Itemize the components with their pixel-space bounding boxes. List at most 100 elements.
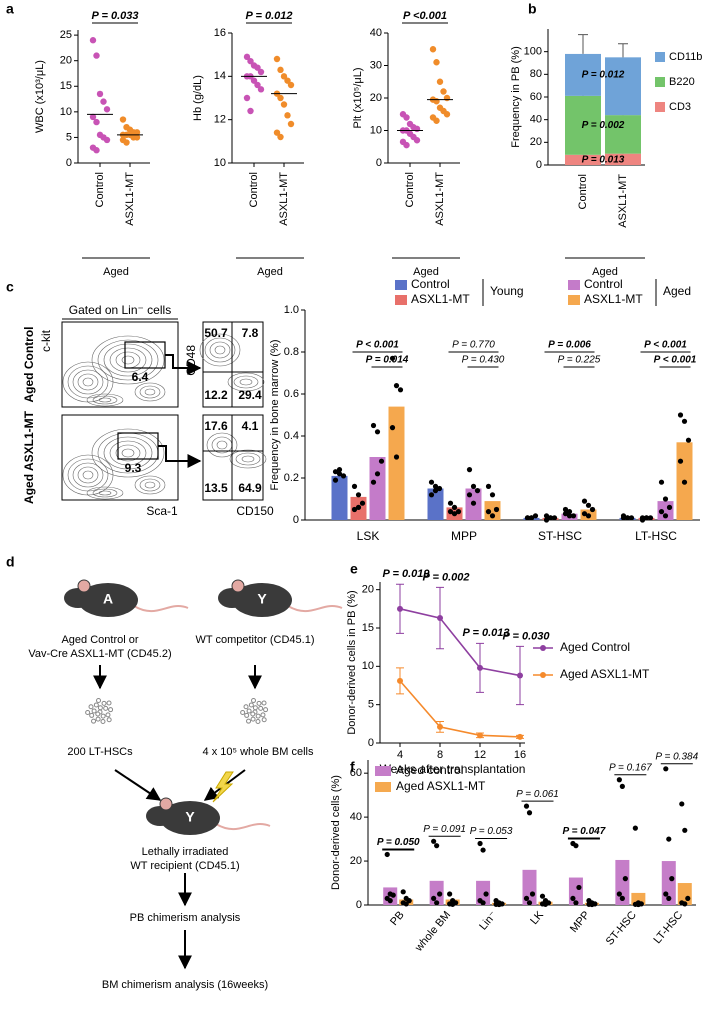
data-point (437, 723, 443, 730)
contour (139, 385, 161, 399)
y-tick-label: 100 (524, 46, 542, 58)
cell (100, 713, 106, 719)
data-point (566, 513, 573, 519)
mouse-tail (215, 823, 271, 830)
data-point (277, 133, 284, 141)
data-point (455, 509, 462, 515)
data-point (273, 129, 281, 136)
error-bar (618, 43, 628, 58)
cell (260, 712, 266, 718)
bar-segment (605, 153, 641, 165)
contour (134, 475, 166, 495)
data-point (429, 46, 437, 53)
data-point (585, 513, 592, 519)
data-point (658, 509, 665, 515)
legend-label: CD3 (669, 101, 691, 113)
p-value: P = 0.430 (462, 355, 505, 366)
row-label: Aged Control (22, 327, 36, 403)
x-tick-label: ASXL1-MT (278, 172, 290, 226)
data-point (477, 732, 483, 739)
mouse-head (218, 588, 246, 608)
p-value: P = 0.033 (92, 10, 139, 22)
data-point (400, 889, 406, 895)
y-tick-label: 5 (66, 131, 72, 143)
error-bar (578, 34, 588, 54)
data-point (632, 825, 638, 831)
data-point (413, 137, 421, 144)
legend-swatch (395, 280, 407, 290)
p-value: P = 0.091 (423, 824, 466, 835)
p-value: P = 0.047 (563, 826, 606, 837)
y-axis-label: Plt (x10⁵/μL) (352, 67, 364, 128)
data-point (254, 81, 261, 89)
data-point (436, 485, 443, 492)
data-point (257, 86, 265, 93)
data-point (93, 118, 100, 126)
data-point (532, 513, 539, 519)
mouse-body (78, 583, 138, 617)
contour (214, 345, 226, 355)
legend-group: Aged (663, 284, 691, 298)
mouse-label: Y (185, 809, 195, 825)
p-value: P = 0.014 (366, 355, 409, 366)
data-point (340, 473, 347, 479)
x-tick-label: MPP (451, 529, 477, 543)
bar (484, 501, 501, 520)
data-point (432, 483, 439, 489)
data-point (662, 513, 669, 519)
data-point (433, 98, 440, 105)
diagram-text: Lethally irradiated (142, 846, 229, 858)
legend-swatch (568, 280, 580, 290)
data-point (666, 504, 673, 510)
legend-swatch (375, 782, 391, 792)
data-point (93, 147, 100, 154)
legend-swatch (655, 77, 665, 87)
x-tick-label: PB (388, 909, 407, 928)
quadrant-value: 13.5 (204, 481, 228, 495)
data-point (551, 515, 558, 521)
p-value: P = 0.019 (383, 568, 431, 580)
x-tick-label: LSK (357, 529, 380, 543)
legend-label: Aged ASXL1-MT (560, 667, 650, 681)
bar (369, 457, 386, 520)
legend-label: Aged Control (560, 640, 630, 654)
row-label: Aged ASXL1-MT (22, 410, 36, 504)
group-label: Aged (413, 266, 439, 278)
data-point (96, 90, 104, 98)
x-tick-label: ASXL1-MT (434, 172, 446, 226)
cell (255, 718, 261, 724)
data-point (658, 479, 665, 485)
data-point (243, 94, 251, 102)
data-point (443, 111, 451, 118)
cell (97, 705, 103, 711)
y-tick-label: 60 (530, 91, 542, 103)
y-tick-label: 0 (368, 737, 374, 749)
cell (256, 700, 262, 706)
data-point (542, 901, 549, 907)
y-tick-label: 60 (350, 767, 362, 779)
data-point (616, 777, 622, 783)
y-tick-label: 15 (60, 80, 72, 92)
mouse-label: Y (257, 591, 267, 607)
cell (85, 710, 91, 716)
data-point (639, 517, 646, 523)
cell (248, 702, 254, 708)
data-point (663, 891, 669, 897)
y-axis-label: Donor-derived cells (%) (330, 775, 342, 890)
data-point (123, 139, 130, 146)
data-point (573, 843, 579, 849)
legend-label: Control (411, 277, 450, 291)
p-value: P = 0.002 (423, 571, 470, 583)
data-point (133, 129, 141, 136)
arrow (165, 354, 202, 375)
cell (100, 718, 106, 724)
contour (216, 440, 228, 450)
data-point (543, 517, 550, 523)
p-value: P < 0.001 (654, 355, 697, 366)
data-point (662, 496, 669, 502)
data-point (273, 55, 281, 63)
data-point (277, 94, 284, 102)
x-tick-label: 12 (474, 749, 486, 761)
data-point (477, 840, 483, 847)
